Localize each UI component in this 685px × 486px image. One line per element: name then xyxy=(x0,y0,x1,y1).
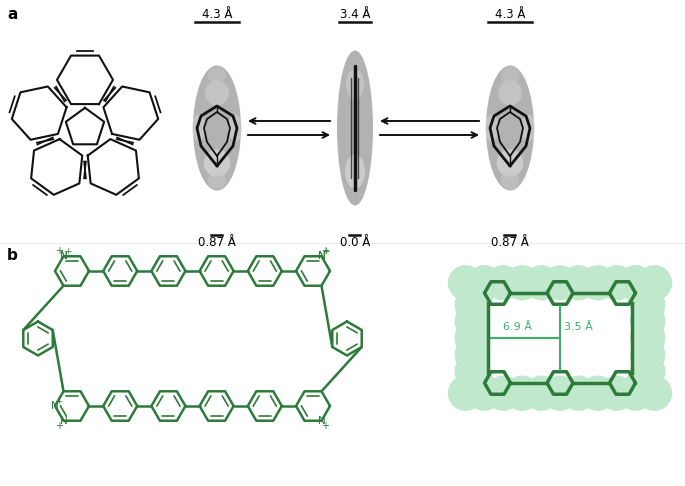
Text: 4.3 Å: 4.3 Å xyxy=(202,8,232,21)
Text: N: N xyxy=(51,401,59,411)
Circle shape xyxy=(456,304,489,338)
Ellipse shape xyxy=(345,155,365,189)
Circle shape xyxy=(619,376,653,410)
Text: 0.87 Å: 0.87 Å xyxy=(198,236,236,249)
Circle shape xyxy=(562,266,596,300)
Text: N: N xyxy=(318,251,325,261)
Circle shape xyxy=(599,266,634,300)
Circle shape xyxy=(456,354,489,388)
Circle shape xyxy=(638,376,671,410)
Ellipse shape xyxy=(192,114,206,142)
Ellipse shape xyxy=(521,114,535,142)
Ellipse shape xyxy=(205,81,229,105)
Circle shape xyxy=(486,266,521,300)
Circle shape xyxy=(524,376,558,410)
Circle shape xyxy=(456,288,489,322)
Circle shape xyxy=(456,271,489,305)
Text: N: N xyxy=(318,251,325,261)
Text: N: N xyxy=(60,251,67,261)
Circle shape xyxy=(459,269,496,307)
Ellipse shape xyxy=(486,66,534,191)
Text: +: + xyxy=(321,421,329,431)
Text: 6.9 Å: 6.9 Å xyxy=(503,322,532,332)
Circle shape xyxy=(581,376,615,410)
Ellipse shape xyxy=(337,51,373,206)
Text: +: + xyxy=(64,247,71,256)
Text: +: + xyxy=(321,246,329,256)
Text: 3.4 Å: 3.4 Å xyxy=(340,8,371,21)
Text: N: N xyxy=(318,416,325,426)
Text: +: + xyxy=(55,421,64,431)
Circle shape xyxy=(459,369,496,407)
Circle shape xyxy=(467,266,501,300)
Circle shape xyxy=(456,371,489,405)
Ellipse shape xyxy=(208,172,226,189)
Circle shape xyxy=(524,266,558,300)
Circle shape xyxy=(562,376,596,410)
Circle shape xyxy=(619,266,653,300)
Circle shape xyxy=(631,288,664,322)
Text: 3.5 Å: 3.5 Å xyxy=(564,322,593,332)
Text: 4.3 Å: 4.3 Å xyxy=(495,8,525,21)
Circle shape xyxy=(631,321,664,355)
Ellipse shape xyxy=(501,67,519,84)
Text: N: N xyxy=(60,416,67,426)
Circle shape xyxy=(631,354,664,388)
Circle shape xyxy=(543,266,577,300)
Ellipse shape xyxy=(498,81,522,105)
Circle shape xyxy=(449,266,482,300)
Circle shape xyxy=(638,266,671,300)
Ellipse shape xyxy=(497,149,523,177)
Text: +: + xyxy=(55,246,64,256)
Ellipse shape xyxy=(346,69,364,100)
Circle shape xyxy=(599,376,634,410)
Circle shape xyxy=(631,371,664,405)
Circle shape xyxy=(631,304,664,338)
Circle shape xyxy=(506,266,539,300)
Circle shape xyxy=(624,269,661,307)
Ellipse shape xyxy=(193,66,241,191)
Circle shape xyxy=(506,376,539,410)
Text: +: + xyxy=(55,397,63,405)
Ellipse shape xyxy=(485,114,499,142)
Text: +: + xyxy=(322,247,329,256)
Circle shape xyxy=(467,376,501,410)
Circle shape xyxy=(486,376,521,410)
Circle shape xyxy=(456,338,489,372)
Circle shape xyxy=(631,271,664,305)
Circle shape xyxy=(624,369,661,407)
Circle shape xyxy=(631,338,664,372)
Text: 0.87 Å: 0.87 Å xyxy=(491,236,529,249)
Ellipse shape xyxy=(204,149,230,177)
Circle shape xyxy=(581,266,615,300)
Circle shape xyxy=(449,376,482,410)
Ellipse shape xyxy=(501,172,519,189)
Text: a: a xyxy=(7,7,17,22)
Text: N: N xyxy=(60,251,67,261)
Text: b: b xyxy=(7,248,18,263)
Ellipse shape xyxy=(229,114,242,142)
Text: 0.0 Å: 0.0 Å xyxy=(340,236,370,249)
Circle shape xyxy=(456,321,489,355)
Circle shape xyxy=(543,376,577,410)
Ellipse shape xyxy=(208,67,226,84)
